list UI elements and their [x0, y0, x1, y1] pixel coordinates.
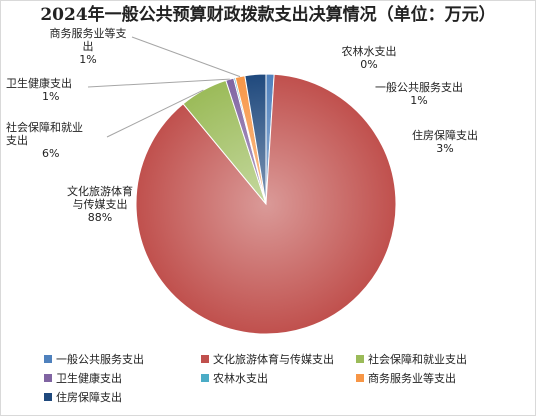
legend-swatch [356, 354, 364, 363]
data-label: 一般公共服务支出 1% [375, 80, 463, 107]
legend-label: 住房保障支出 [56, 390, 122, 404]
legend-row: 一般公共服务支出 文化旅游体育与传媒支出 社会保障和就业支出 [44, 349, 514, 368]
leader-line [106, 89, 204, 138]
leader-line [131, 36, 241, 78]
legend-row: 住房保障支出 [44, 387, 514, 406]
legend-label: 卫生健康支出 [56, 371, 122, 385]
legend-label: 文化旅游体育与传媒支出 [213, 352, 334, 366]
legend: 一般公共服务支出 文化旅游体育与传媒支出 社会保障和就业支出 卫生健康支出 农林… [44, 349, 514, 406]
legend-row: 卫生健康支出 农林水支出 商务服务业等支出 [44, 368, 514, 387]
legend-item-health: 卫生健康支出 [44, 370, 201, 386]
chart-title: 2024年一般公共预算财政拨款支出决算情况（单位：万元） [40, 5, 496, 25]
legend-label: 农林水支出 [213, 371, 268, 385]
leader-line [87, 78, 230, 88]
legend-item-commerce: 商务服务业等支出 [356, 370, 456, 386]
data-label: 文化旅游体育与传媒支出 88% [67, 184, 133, 224]
legend-item-general-public-services: 一般公共服务支出 [44, 351, 201, 367]
legend-swatch [201, 373, 209, 382]
legend-swatch [44, 354, 52, 363]
legend-swatch [44, 373, 52, 382]
pie-slice [244, 73, 267, 205]
data-label: 卫生健康支出 1% [6, 76, 72, 103]
data-label: 社会保障和就业支出6% [6, 120, 83, 160]
legend-swatch [356, 373, 364, 382]
legend-item-agriculture: 农林水支出 [201, 370, 356, 386]
data-label: 商务服务业等支出 1% [50, 26, 127, 66]
legend-label: 社会保障和就业支出 [368, 352, 467, 366]
data-label: 农林水支出 0% [342, 44, 397, 71]
legend-label: 一般公共服务支出 [56, 352, 144, 366]
legend-swatch [201, 354, 209, 363]
legend-label: 商务服务业等支出 [368, 371, 456, 385]
legend-swatch [44, 392, 52, 401]
legend-item-social-security: 社会保障和就业支出 [356, 351, 467, 367]
data-label: 住房保障支出 3% [412, 128, 478, 155]
legend-item-culture-tourism: 文化旅游体育与传媒支出 [201, 351, 356, 367]
legend-item-housing: 住房保障支出 [44, 389, 122, 405]
